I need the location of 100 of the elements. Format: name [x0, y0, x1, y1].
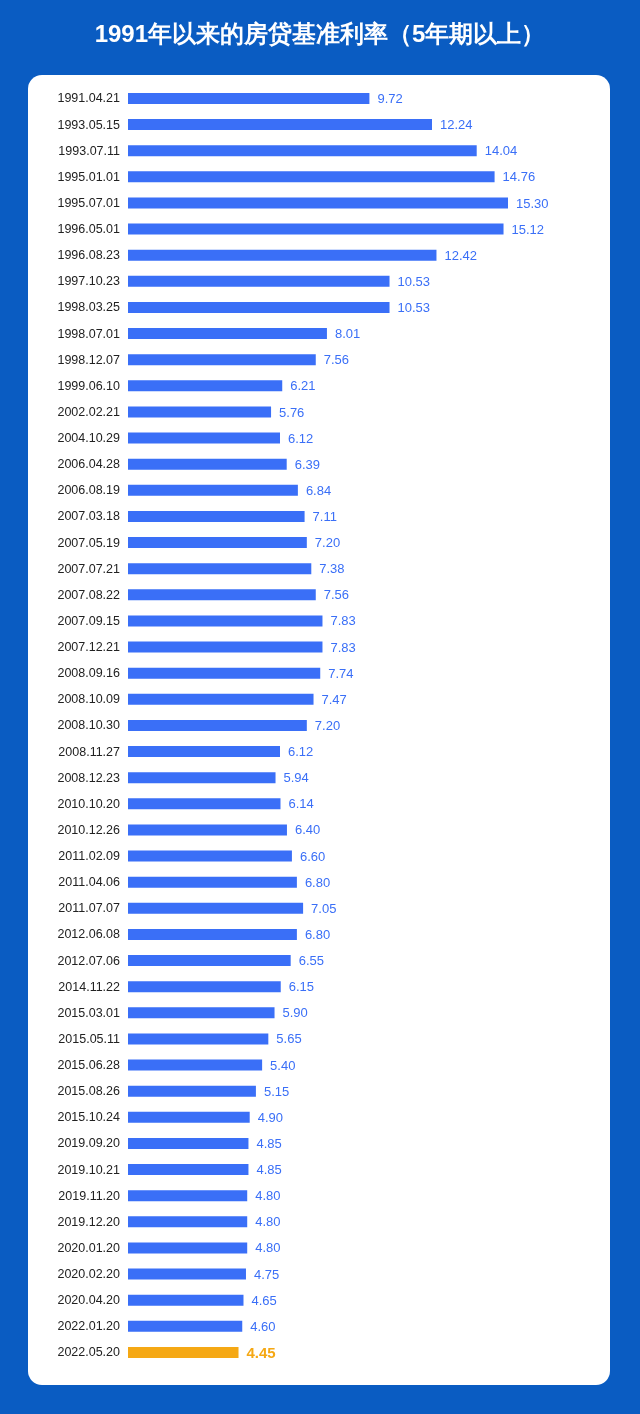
bar	[128, 746, 280, 758]
data-label: 6.14	[288, 796, 314, 812]
y-tick-label: 1993.05.15	[57, 117, 121, 132]
data-label: 15.12	[511, 221, 545, 237]
data-label: 4.65	[251, 1292, 277, 1308]
data-label: 6.80	[304, 926, 331, 942]
y-tick-label: 2011.07.07	[58, 901, 121, 916]
data-label: 7.20	[314, 717, 341, 733]
bar	[128, 1164, 249, 1176]
data-label: 15.30	[516, 195, 549, 211]
bar	[128, 458, 287, 470]
y-tick-label: 2006.04.28	[57, 457, 121, 472]
y-tick-label: 2019.09.20	[57, 1136, 121, 1151]
bar	[128, 902, 304, 914]
data-label: 5.94	[283, 770, 309, 786]
data-label: 7.83	[330, 639, 356, 655]
y-tick-label: 2019.12.20	[57, 1214, 121, 1229]
data-label: 7.38	[319, 561, 345, 577]
data-label: 4.45	[246, 1343, 276, 1361]
y-tick-label: 1996.05.01	[57, 222, 121, 237]
data-label: 9.72	[377, 91, 403, 107]
bar	[128, 1059, 263, 1071]
bar	[128, 876, 297, 888]
data-label: 5.65	[276, 1031, 302, 1047]
y-tick-label: 2020.04.20	[57, 1293, 121, 1308]
data-label: 4.80	[255, 1214, 281, 1230]
bar	[128, 1111, 250, 1123]
bar	[128, 589, 316, 601]
data-label: 4.85	[256, 1162, 282, 1178]
y-tick-label: 2008.11.27	[58, 744, 121, 759]
y-tick-label: 2007.12.21	[57, 640, 121, 655]
data-label: 6.55	[298, 953, 324, 969]
bar	[128, 850, 292, 862]
bar	[128, 223, 504, 235]
data-label: 6.15	[288, 979, 315, 995]
data-label: 7.20	[314, 535, 341, 551]
data-label: 5.40	[270, 1057, 296, 1073]
bar	[128, 667, 321, 679]
bar	[128, 1320, 243, 1332]
bar	[128, 537, 307, 549]
data-label: 14.04	[484, 143, 518, 159]
y-tick-label: 1993.07.11	[58, 143, 121, 158]
y-tick-label: 2004.10.29	[57, 431, 121, 446]
data-label: 14.76	[502, 169, 536, 185]
y-tick-label: 2015.06.28	[57, 1058, 121, 1073]
data-label: 4.80	[255, 1188, 281, 1204]
y-tick-label: 2015.08.26	[57, 1084, 121, 1099]
data-label: 6.40	[294, 822, 321, 838]
bar	[128, 563, 312, 575]
data-label: 7.05	[311, 900, 337, 916]
y-tick-label: 2008.10.09	[57, 692, 121, 707]
data-label: 10.53	[397, 300, 431, 316]
bar	[128, 484, 298, 496]
bar	[128, 249, 437, 261]
data-label: 10.53	[397, 273, 431, 289]
bar	[128, 1294, 244, 1306]
bar	[128, 275, 390, 287]
bar	[128, 380, 283, 392]
bar	[128, 772, 276, 784]
bar	[128, 1268, 246, 1280]
bar	[128, 432, 280, 444]
data-label: 7.74	[328, 665, 354, 681]
data-label: 6.60	[299, 848, 326, 864]
data-label: 4.80	[255, 1240, 281, 1256]
y-tick-label: 2006.08.19	[57, 483, 121, 498]
bar	[128, 955, 291, 967]
data-label: 4.85	[256, 1135, 282, 1151]
data-label: 5.90	[282, 1005, 308, 1021]
bar	[128, 406, 272, 418]
data-label: 6.12	[288, 430, 314, 446]
bar	[128, 719, 307, 731]
data-label: 6.21	[290, 378, 316, 394]
bar	[128, 197, 508, 209]
data-label: 8.01	[334, 326, 361, 342]
y-tick-label: 2008.09.16	[57, 666, 121, 681]
y-tick-label: 1998.07.01	[57, 326, 121, 341]
y-tick-label: 2022.01.20	[57, 1319, 121, 1334]
bar	[128, 1242, 248, 1254]
bar	[128, 798, 281, 810]
y-tick-label: 2007.08.22	[57, 587, 121, 602]
y-tick-label: 1991.04.21	[57, 91, 121, 106]
bar	[128, 824, 287, 836]
bar	[128, 1033, 269, 1045]
y-tick-label: 2002.02.21	[57, 404, 121, 419]
data-label: 6.84	[305, 482, 332, 498]
y-tick-label: 1996.08.23	[57, 248, 121, 263]
bar	[128, 928, 297, 940]
bar	[128, 354, 316, 366]
bar	[128, 693, 314, 705]
data-label: 7.47	[321, 691, 347, 707]
bar	[128, 1007, 275, 1019]
y-tick-label: 2011.02.09	[58, 849, 121, 864]
data-label: 5.15	[263, 1083, 290, 1099]
bar	[128, 1085, 256, 1097]
y-tick-label: 2015.10.24	[57, 1110, 121, 1125]
chart-title: 1991年以来的房贷基准利率（5年期以上）	[93, 19, 547, 49]
bar	[128, 145, 477, 157]
y-tick-label: 1995.07.01	[57, 195, 121, 210]
y-tick-label: 2012.06.08	[57, 927, 121, 942]
y-tick-label: 2008.12.23	[57, 770, 121, 785]
